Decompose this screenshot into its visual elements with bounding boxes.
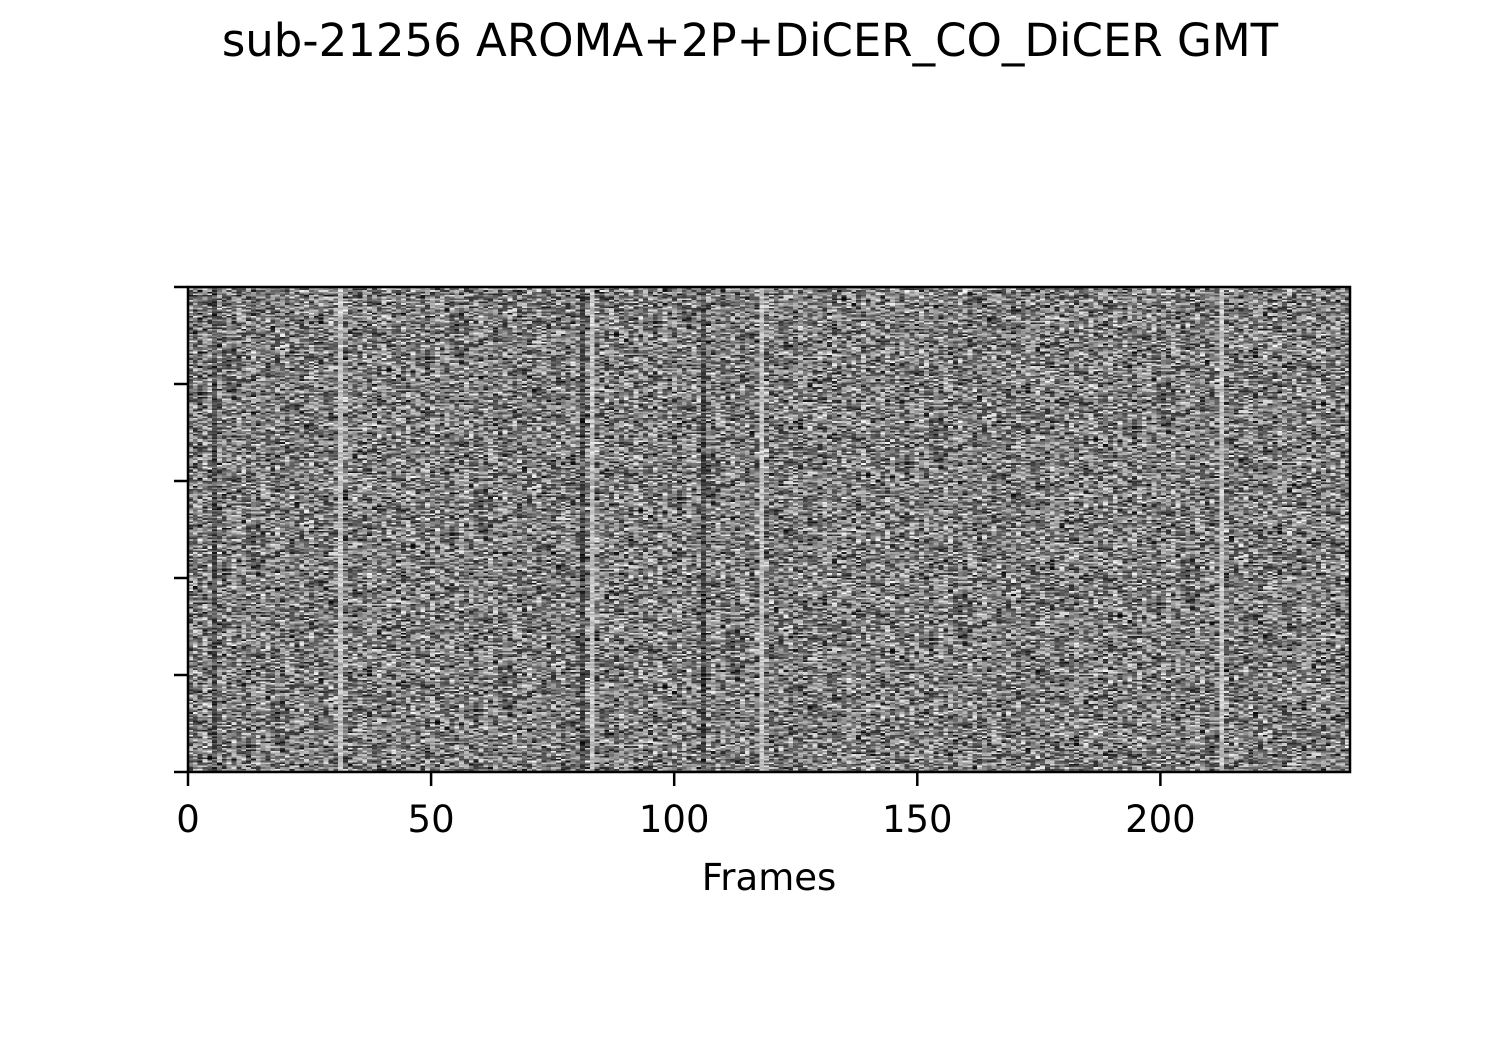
x-tick-label-1: 50 <box>408 798 455 841</box>
x-axis: 0 50 100 150 200 <box>176 772 1196 841</box>
chart-title: sub-21256 AROMA+2P+DiCER_CO_DiCER GMT <box>221 14 1279 67</box>
x-axis-label: Frames <box>702 856 837 899</box>
y-axis <box>174 285 188 774</box>
x-tick-label-0: 0 <box>176 798 200 841</box>
x-tick-label-4: 200 <box>1125 798 1196 841</box>
plot-area <box>186 285 1352 774</box>
carpet-heatmap <box>188 287 1350 772</box>
x-tick-label-2: 100 <box>639 798 710 841</box>
plot-frame <box>186 285 1352 774</box>
x-tick-label-3: 150 <box>882 798 953 841</box>
